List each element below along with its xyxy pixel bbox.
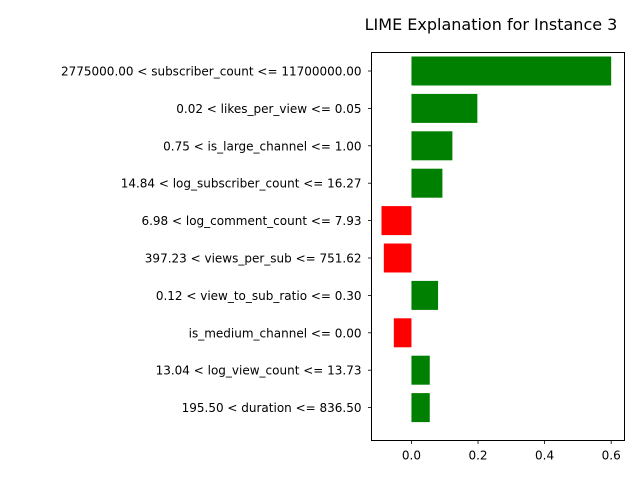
- y-tick-label-6: 0.12 < view_to_sub_ratio <= 0.30: [156, 289, 362, 303]
- bars-group: [381, 56, 612, 423]
- bar-5: [383, 243, 412, 273]
- bar-7: [393, 318, 412, 348]
- y-tick-label-2: 0.75 < is_large_channel <= 1.00: [163, 139, 361, 153]
- chart-title: LIME Explanation for Instance 3: [365, 15, 618, 34]
- bar-0: [411, 56, 612, 86]
- bar-4: [381, 206, 412, 236]
- x-tick-label-3: 0.6: [602, 449, 621, 463]
- plot-frame: [371, 52, 625, 441]
- y-tick-label-0: 2775000.00 < subscriber_count <= 1170000…: [61, 65, 362, 79]
- x-tick-label-0: 0.0: [402, 449, 421, 463]
- bar-8: [411, 355, 430, 385]
- y-tick-label-8: 13.04 < log_view_count <= 13.73: [156, 364, 362, 378]
- x-tick-label-1: 0.2: [468, 449, 487, 463]
- y-tick-label-7: is_medium_channel <= 0.00: [189, 326, 362, 340]
- bar-1: [411, 93, 478, 123]
- bar-2: [411, 131, 453, 161]
- y-tick-label-5: 397.23 < views_per_sub <= 751.62: [145, 252, 362, 266]
- bar-6: [411, 280, 439, 310]
- y-tick-label-1: 0.02 < likes_per_view <= 0.05: [176, 102, 361, 116]
- bar-3: [411, 168, 443, 198]
- bar-9: [411, 393, 430, 423]
- y-tick-labels: 2775000.00 < subscriber_count <= 1170000…: [61, 65, 372, 415]
- y-tick-label-9: 195.50 < duration <= 836.50: [182, 401, 362, 415]
- x-tick-label-2: 0.4: [535, 449, 554, 463]
- x-ticks: 0.0 0.2 0.4 0.6: [402, 440, 621, 463]
- y-tick-label-4: 6.98 < log_comment_count <= 7.93: [141, 214, 361, 228]
- y-tick-label-3: 14.84 < log_subscriber_count <= 16.27: [121, 177, 362, 191]
